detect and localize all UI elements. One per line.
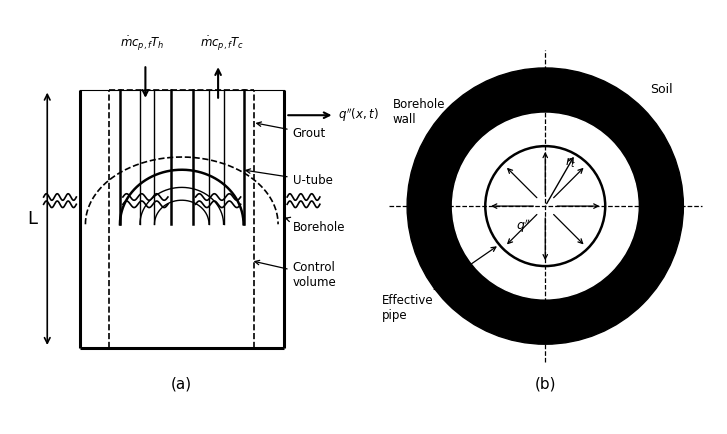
Circle shape xyxy=(452,113,638,299)
Text: U-tube: U-tube xyxy=(246,169,332,187)
Text: Borehole
wall: Borehole wall xyxy=(393,98,470,144)
Text: $\dot{m}c_{p,f}T_h$: $\dot{m}c_{p,f}T_h$ xyxy=(119,35,164,53)
Text: Control
volume: Control volume xyxy=(255,260,337,289)
Text: Effective
pipe: Effective pipe xyxy=(382,247,496,322)
Text: (b): (b) xyxy=(534,377,556,392)
Text: Borehole: Borehole xyxy=(286,217,345,234)
Text: $r_t$: $r_t$ xyxy=(566,156,576,170)
Text: L: L xyxy=(28,210,38,228)
Circle shape xyxy=(407,68,683,344)
Text: $q''(x,t)$: $q''(x,t)$ xyxy=(338,106,379,124)
Text: $\dot{m}c_{p,f}T_c$: $\dot{m}c_{p,f}T_c$ xyxy=(200,35,244,53)
Text: (a): (a) xyxy=(171,377,193,392)
Text: Grout: Grout xyxy=(257,122,326,140)
Text: Soil: Soil xyxy=(650,83,673,96)
Text: $q''$: $q''$ xyxy=(516,217,531,235)
